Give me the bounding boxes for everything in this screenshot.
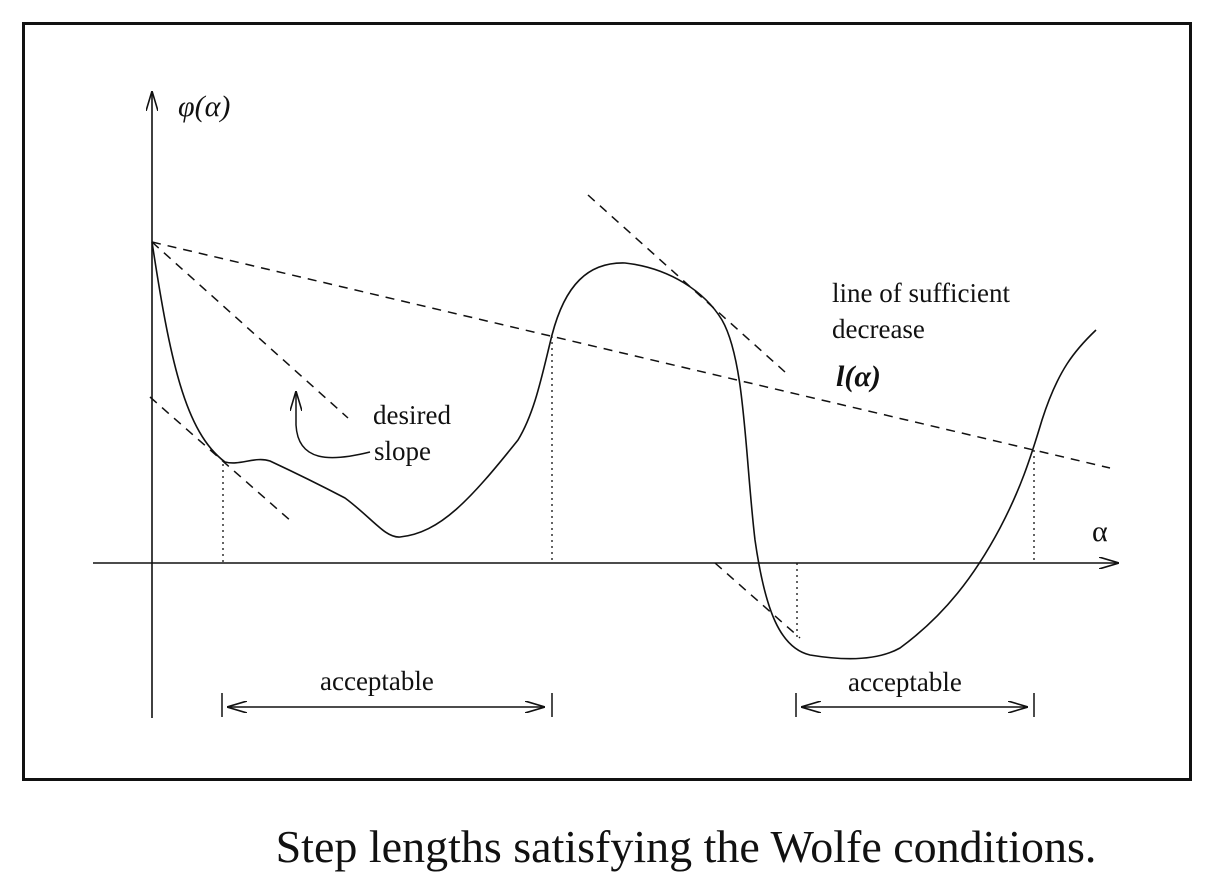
desired-slope-label-line2: slope: [374, 436, 431, 466]
sufficient-decrease-label-line1: line of sufficient: [832, 278, 1010, 308]
sufficient-decrease-label-line2: decrease: [832, 314, 925, 344]
x-axis-label: α: [1092, 515, 1108, 548]
desired-slope-line: [151, 241, 349, 419]
y-axis-label: φ(α): [178, 90, 230, 123]
phi-curve: [151, 241, 1097, 660]
sufficient-decrease-symbol: l(α): [836, 360, 881, 393]
figure-caption: Step lengths satisfying the Wolfe condit…: [275, 821, 1097, 872]
desired-slope-label-line1: desired: [373, 400, 451, 430]
wolfe-diagram: φ(α) α line of sufficient decrease l(α) …: [93, 90, 1212, 718]
tangent-line-3: [714, 562, 801, 639]
acceptable-left-label: acceptable: [320, 666, 434, 696]
desired-slope-arrow: [296, 392, 371, 459]
figure-frame: [22, 22, 1192, 781]
sufficient-decrease-line: [151, 241, 1111, 469]
acceptable-right-label: acceptable: [848, 667, 962, 697]
